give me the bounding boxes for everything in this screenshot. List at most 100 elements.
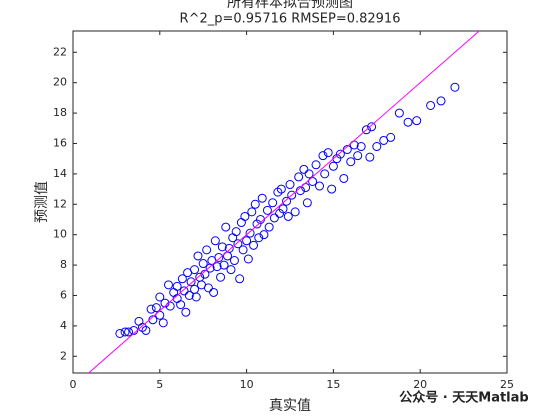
point (202, 245, 212, 255)
point (210, 236, 220, 246)
point (209, 287, 219, 297)
point (250, 199, 260, 209)
point (450, 82, 460, 92)
y-axis-label: 预测值 (34, 181, 50, 223)
point (302, 198, 312, 208)
point (229, 256, 239, 266)
point (269, 213, 279, 223)
y-tick-label: 12 (53, 197, 67, 210)
point (386, 132, 396, 142)
point (212, 262, 222, 272)
point (367, 122, 377, 132)
point (231, 227, 241, 237)
point (191, 292, 201, 302)
point (120, 327, 130, 337)
y-tick-label: 14 (53, 167, 67, 180)
point (282, 196, 292, 206)
point (290, 207, 300, 217)
x-axis-label: 真实值 (269, 398, 311, 414)
point (436, 96, 446, 106)
x-tick-label: 25 (500, 378, 514, 391)
point (172, 281, 182, 291)
x-tick-label: 20 (413, 378, 427, 391)
point (327, 184, 337, 194)
point (179, 286, 189, 296)
point (394, 108, 404, 118)
point (221, 222, 231, 232)
point (238, 245, 248, 255)
point (346, 157, 356, 167)
point (372, 142, 382, 152)
point (242, 236, 252, 246)
y-tick-label: 4 (60, 319, 67, 332)
point (115, 328, 125, 338)
point (285, 180, 295, 190)
watermark: 公众号 · 天天Matlab (399, 390, 528, 406)
point (186, 277, 196, 287)
fit-line (87, 31, 480, 373)
plot-area (87, 31, 480, 373)
y-tick-label: 10 (53, 228, 67, 241)
point (217, 242, 227, 252)
y-tick-label: 2 (60, 349, 67, 362)
point (328, 161, 338, 171)
chart-subtitle: R^2_p=0.95716 RMSEP=0.82916 (180, 12, 401, 27)
point (283, 211, 293, 221)
x-tick-label: 0 (70, 378, 77, 391)
point (155, 292, 165, 302)
point (412, 116, 422, 126)
point (214, 252, 224, 262)
point (294, 172, 304, 182)
point (224, 243, 234, 253)
point (226, 265, 236, 275)
y-tick-label: 20 (53, 76, 67, 89)
point (193, 251, 203, 261)
point (304, 169, 314, 179)
point (262, 205, 272, 215)
x-tick-label: 5 (156, 378, 163, 391)
point (356, 142, 366, 152)
x-tick-label: 15 (326, 378, 340, 391)
point (233, 239, 243, 249)
point (146, 304, 156, 314)
point (247, 207, 257, 217)
point (318, 151, 328, 161)
point (245, 228, 255, 238)
point (177, 274, 187, 284)
y-tick-label: 18 (53, 106, 67, 119)
y-tick-label: 8 (60, 258, 67, 271)
point (257, 193, 267, 203)
point (299, 164, 309, 174)
point (254, 233, 264, 243)
point (264, 222, 274, 232)
point (184, 290, 194, 300)
point (339, 173, 349, 183)
point (181, 307, 191, 317)
point (235, 274, 245, 284)
point (276, 184, 286, 194)
point (335, 149, 345, 159)
point (176, 300, 186, 310)
point (315, 181, 325, 191)
point (320, 169, 330, 179)
y-tick-label: 16 (53, 136, 67, 149)
x-tick-label: 10 (240, 378, 254, 391)
point (249, 240, 259, 250)
point (365, 152, 375, 162)
y-tick-label: 6 (60, 288, 67, 301)
point (163, 280, 173, 290)
point (203, 283, 213, 293)
point (353, 151, 363, 161)
point (287, 190, 297, 200)
point (158, 318, 168, 328)
point (198, 259, 208, 269)
point (252, 219, 262, 229)
point (259, 230, 269, 240)
y-tick-label: 22 (53, 45, 67, 58)
point (311, 160, 321, 170)
point (268, 198, 278, 208)
point (124, 327, 134, 337)
point (243, 254, 253, 264)
point (323, 148, 333, 158)
